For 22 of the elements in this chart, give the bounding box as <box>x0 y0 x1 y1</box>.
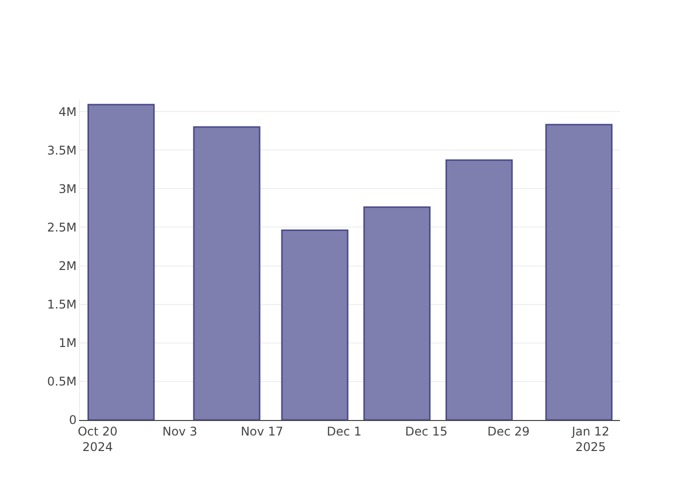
y-tick-label: 1M <box>58 336 77 350</box>
x-tick-label: Oct 20 2024 <box>78 424 118 454</box>
bar <box>545 124 613 420</box>
y-tick-label: 2M <box>58 258 77 273</box>
x-tick-label: Jan 12 2025 <box>570 424 610 454</box>
bar <box>281 230 348 420</box>
y-tick-label: 0.5M <box>47 374 77 389</box>
x-tick-label: Dec 29 <box>487 424 530 438</box>
y-tick-label: 0 <box>68 413 77 428</box>
y-tick-label: 1.5M <box>47 298 77 312</box>
x-tick-label: Dec 15 <box>405 424 448 438</box>
x-tick-label: Nov 3 <box>162 424 198 438</box>
y-tick-label: 2.5M <box>47 220 77 234</box>
y-tick-label: 3M <box>58 182 77 196</box>
x-tick-label: Dec 1 <box>326 424 362 438</box>
bar <box>193 126 260 420</box>
y-tick-label: 3.5M <box>47 143 77 158</box>
bar <box>363 206 431 420</box>
x-tick-label: Nov 17 <box>240 424 284 438</box>
bar <box>446 159 513 420</box>
bar <box>87 104 155 420</box>
y-tick-label: 4M <box>58 104 77 119</box>
